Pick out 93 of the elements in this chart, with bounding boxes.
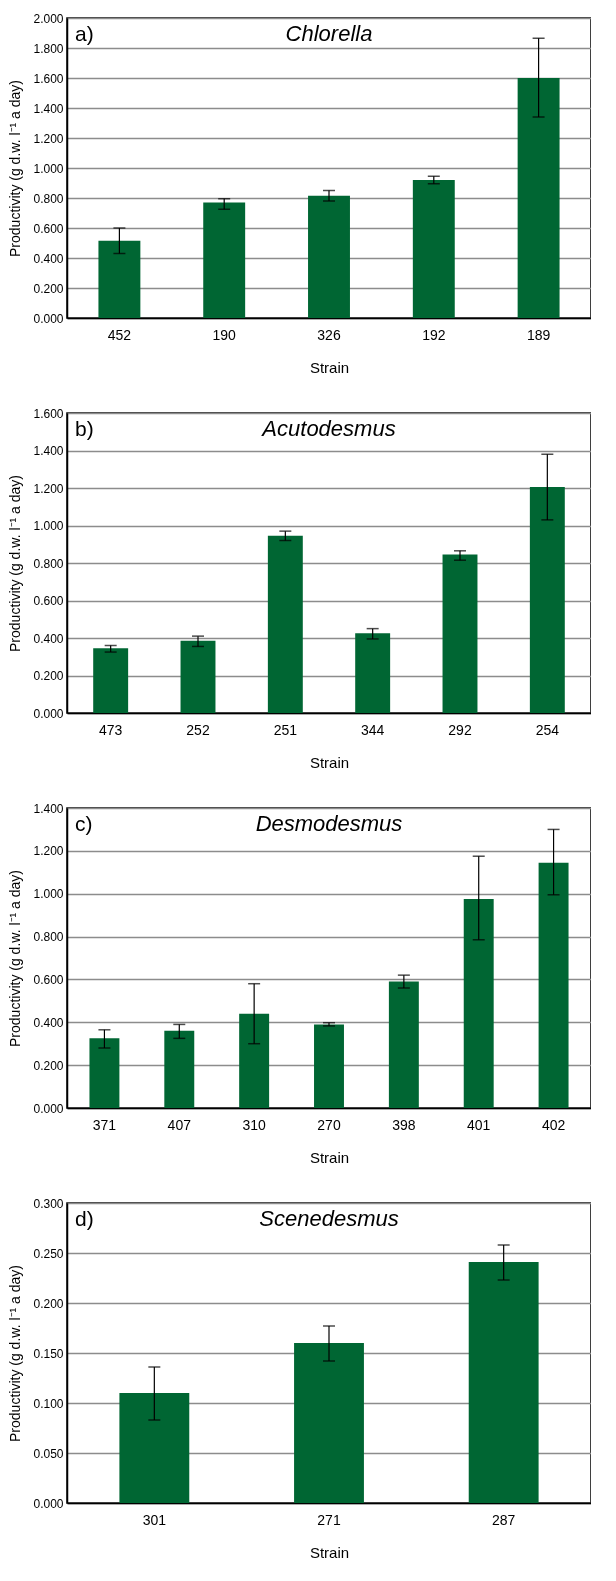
x-tick-label: 192	[422, 326, 446, 343]
x-axis-title: Strain	[309, 753, 350, 771]
y-tick-label: 1.000	[33, 519, 64, 533]
y-axis-title: Productivity (g d.w. l⁻¹ a day)	[7, 1265, 24, 1442]
bar	[89, 1038, 120, 1108]
chart-title: Desmodesmus	[255, 811, 403, 836]
y-tick-label: 1.000	[33, 887, 64, 902]
x-tick-label: 271	[317, 1511, 341, 1528]
y-tick-label: 0.400	[33, 631, 64, 646]
x-tick-label: 190	[212, 326, 237, 343]
bar	[119, 1393, 190, 1503]
y-tick-label: 0.800	[33, 191, 64, 206]
y-tick-label: 0.200	[33, 281, 64, 296]
y-tick-label: 0.100	[33, 1396, 64, 1411]
x-tick-label: 254	[535, 721, 560, 738]
y-axis-title: Productivity (g d.w. l⁻¹ a day)	[7, 475, 24, 652]
bar	[388, 981, 419, 1108]
x-tick-label: 251	[273, 721, 298, 738]
y-tick-label: 0.000	[33, 1101, 64, 1116]
x-tick-label: 301	[142, 1511, 167, 1528]
y-tick-label: 1.400	[33, 444, 64, 458]
x-tick-label: 402	[541, 1116, 566, 1133]
bar	[267, 535, 303, 713]
bar	[517, 78, 560, 318]
y-tick-label: 0.400	[33, 1015, 64, 1030]
y-tick-label: 0.000	[33, 706, 64, 721]
y-tick-label: 0.600	[33, 972, 64, 987]
x-tick-label: 189	[526, 326, 551, 343]
y-tick-label: 0.050	[33, 1446, 64, 1461]
y-tick-label: 0.250	[33, 1246, 64, 1261]
bar	[529, 487, 565, 713]
x-tick-label: 344	[360, 721, 385, 738]
x-tick-label: 407	[167, 1116, 192, 1133]
y-tick-label: 1.600	[33, 71, 64, 86]
y-tick-label: 1.200	[33, 481, 64, 496]
y-tick-label: 1.400	[33, 101, 64, 116]
bar	[98, 240, 141, 318]
y-tick-label: 0.800	[33, 930, 64, 945]
chart-title: Acutodesmus	[260, 416, 396, 441]
chart-title: Scenedesmus	[259, 1206, 399, 1231]
y-tick-label: 1.600	[33, 406, 64, 421]
x-tick-label: 452	[107, 326, 132, 343]
x-tick-label: 270	[317, 1116, 341, 1133]
x-tick-label: 287	[491, 1511, 516, 1528]
bar	[538, 862, 569, 1108]
x-tick-label: 326	[317, 326, 341, 343]
bar	[412, 180, 455, 318]
y-tick-label: 0.000	[33, 1496, 64, 1511]
bar	[463, 899, 494, 1108]
x-tick-label: 401	[467, 1116, 491, 1133]
bar	[294, 1343, 364, 1503]
x-tick-label: 292	[448, 721, 472, 738]
annotation: b)	[75, 417, 94, 440]
bar	[308, 195, 350, 318]
y-tick-label: 1.400	[33, 801, 64, 816]
annotation: a)	[75, 22, 94, 45]
bar	[468, 1262, 539, 1503]
y-tick-label: 0.800	[33, 556, 64, 571]
x-tick-label: 252	[186, 721, 210, 738]
x-tick-label: 473	[98, 721, 123, 738]
x-axis-title: Strain	[309, 358, 350, 376]
y-tick-label: 0.400	[33, 251, 64, 266]
bar	[355, 633, 391, 713]
x-axis-title: Strain	[309, 1148, 350, 1166]
y-tick-label: 1.800	[33, 41, 64, 56]
annotation: d)	[75, 1207, 94, 1230]
x-tick-label: 310	[242, 1116, 267, 1133]
y-tick-label: 0.600	[33, 221, 64, 236]
y-tick-label: 0.300	[33, 1196, 64, 1211]
y-axis-title: Productivity (g d.w. l⁻¹ a day)	[7, 80, 24, 257]
y-tick-label: 0.600	[33, 594, 64, 608]
chart-title: Chlorella	[285, 21, 373, 46]
x-tick-label: 371	[92, 1116, 117, 1133]
bar	[442, 554, 478, 713]
bar	[239, 1013, 270, 1108]
y-axis-title: Productivity (g d.w. l⁻¹ a day)	[7, 870, 24, 1047]
annotation: c)	[75, 812, 93, 835]
x-tick-label: 398	[392, 1116, 416, 1133]
bar	[93, 648, 129, 713]
x-axis-title: Strain	[309, 1543, 350, 1561]
bar	[203, 202, 246, 318]
y-tick-label: 2.000	[33, 11, 64, 26]
bar	[164, 1030, 195, 1108]
y-tick-label: 1.000	[33, 161, 64, 176]
y-tick-label: 0.200	[33, 1058, 64, 1073]
y-tick-label: 0.150	[33, 1346, 64, 1361]
y-tick-label: 0.200	[33, 669, 64, 683]
y-tick-label: 0.000	[33, 311, 64, 326]
y-tick-label: 0.200	[33, 1296, 64, 1311]
bar	[180, 640, 216, 713]
y-tick-label: 1.200	[33, 844, 64, 859]
y-tick-label: 1.200	[33, 131, 64, 146]
bar	[314, 1024, 344, 1108]
